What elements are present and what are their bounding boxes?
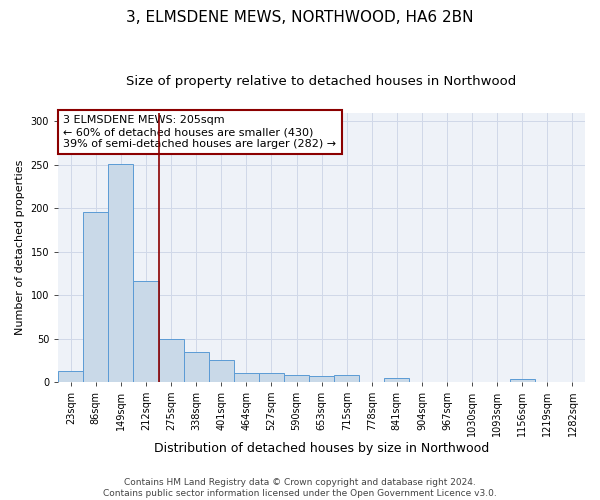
Bar [209,360,234,382]
X-axis label: Distribution of detached houses by size in Northwood: Distribution of detached houses by size … [154,442,489,455]
Bar [284,375,309,382]
Bar [158,338,184,382]
Bar [109,164,133,382]
Bar [385,378,409,382]
Bar [309,376,334,382]
Text: 3 ELMSDENE MEWS: 205sqm
← 60% of detached houses are smaller (430)
39% of semi-d: 3 ELMSDENE MEWS: 205sqm ← 60% of detache… [64,116,337,148]
Bar [334,375,359,382]
Bar [184,352,209,382]
Title: Size of property relative to detached houses in Northwood: Size of property relative to detached ho… [127,75,517,88]
Bar [510,380,535,382]
Text: Contains HM Land Registry data © Crown copyright and database right 2024.
Contai: Contains HM Land Registry data © Crown c… [103,478,497,498]
Bar [234,373,259,382]
Y-axis label: Number of detached properties: Number of detached properties [15,160,25,335]
Text: 3, ELMSDENE MEWS, NORTHWOOD, HA6 2BN: 3, ELMSDENE MEWS, NORTHWOOD, HA6 2BN [126,10,474,25]
Bar [133,281,158,382]
Bar [83,212,109,382]
Bar [58,372,83,382]
Bar [259,373,284,382]
